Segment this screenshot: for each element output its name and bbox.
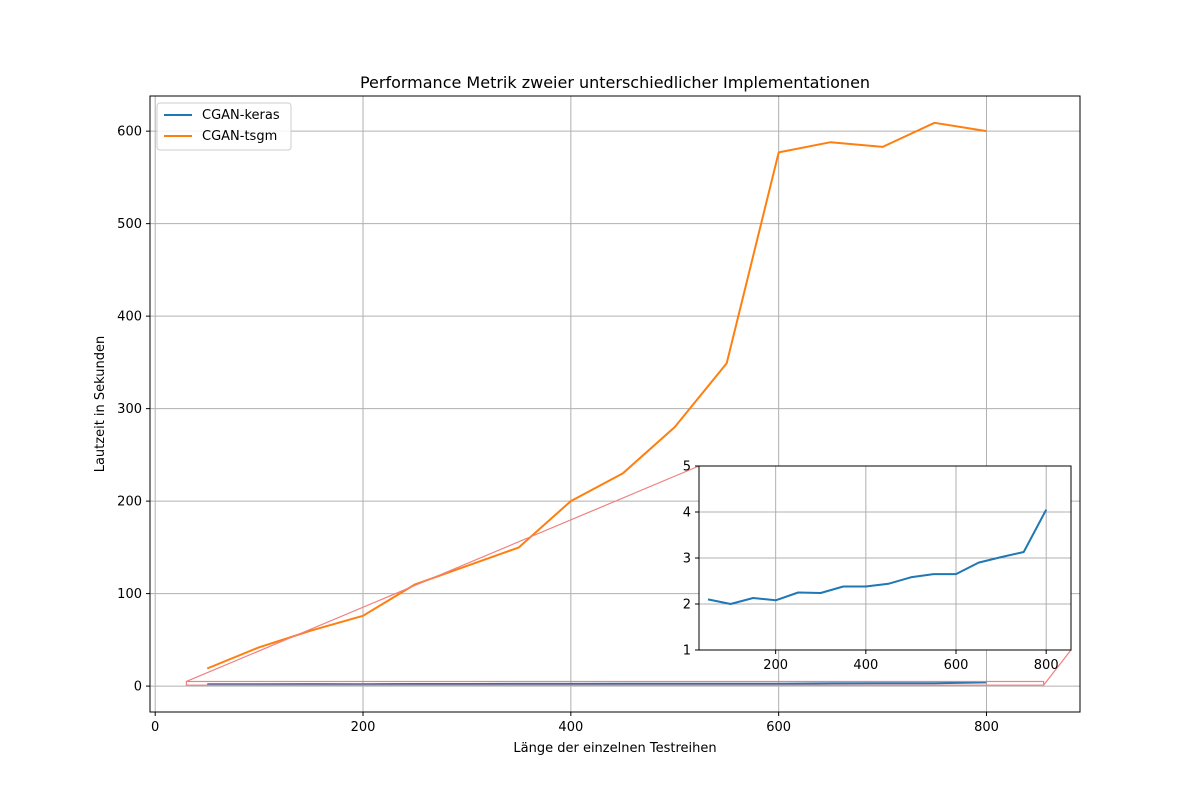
legend-label-cgan-tsgm: CGAN-tsgm: [202, 129, 277, 144]
y-tick-label: 400: [117, 310, 142, 325]
inset-y-ticks: 1 2 3 4 5: [683, 460, 699, 659]
inset-grid: [699, 466, 1071, 650]
main-grid: [150, 96, 1080, 712]
y-tick-label: 0: [134, 680, 142, 695]
x-tick-label: 600: [766, 720, 791, 735]
inset-x-tick-label: 600: [944, 658, 969, 673]
inset-x-ticks: 200 400 600 800: [763, 650, 1059, 673]
main-series: [206, 121, 987, 686]
main-y-ticks: 0 100 200 300 400 500 600: [117, 125, 150, 695]
inset-series: [707, 509, 1048, 605]
inset-chart: 200 400 600 800 1 2 3 4 5: [683, 460, 1072, 673]
y-tick-label: 200: [117, 495, 142, 510]
legend-label-cgan-keras: CGAN-keras: [202, 108, 280, 123]
series-line-cgan-tsgm: [206, 121, 987, 670]
y-tick-label: 300: [117, 402, 142, 417]
inset-y-tick-label: 5: [683, 460, 691, 475]
chart-title: Performance Metrik zweier unterschiedlic…: [360, 73, 870, 92]
inset-y-tick-label: 3: [683, 552, 691, 567]
zoom-connector: [186, 465, 700, 683]
x-tick-label: 800: [974, 720, 999, 735]
x-tick-label: 0: [151, 720, 159, 735]
x-tick-label: 200: [351, 720, 376, 735]
x-axis-title: Länge der einzelnen Testreihen: [513, 741, 716, 756]
y-tick-label: 100: [117, 587, 142, 602]
zoom-region: [185, 680, 1045, 686]
inset-y-tick-label: 2: [683, 598, 691, 613]
inset-series-line-cgan-keras: [707, 509, 1048, 605]
legend: CGAN-keras CGAN-tsgm: [156, 102, 292, 151]
inset-x-tick-label: 800: [1034, 658, 1059, 673]
inset-x-tick-label: 200: [763, 658, 788, 673]
y-tick-label: 500: [117, 217, 142, 232]
y-axis-title: Lautzeit in Sekunden: [93, 336, 108, 473]
main-x-ticks: 0 200 400 600 800: [151, 712, 999, 735]
inset-x-tick-label: 400: [853, 658, 878, 673]
y-tick-label: 600: [117, 125, 142, 140]
inset-y-tick-label: 4: [683, 506, 691, 521]
inset-y-tick-label: 1: [683, 644, 691, 659]
zoom-indicator: [185, 465, 1072, 686]
main-plot-frame: [149, 95, 1081, 713]
zoom-connector: [1043, 649, 1072, 686]
x-tick-label: 400: [558, 720, 583, 735]
series-line-cgan-keras: [207, 681, 987, 686]
